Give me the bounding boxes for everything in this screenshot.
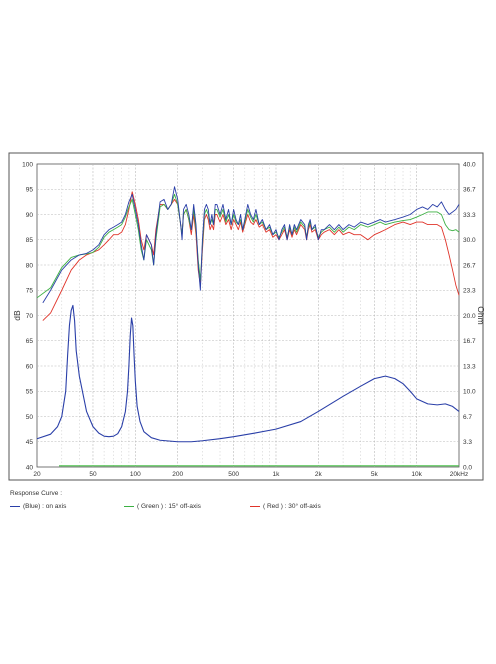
y-axis-left: 40 45 50 55 60 65 70 75 80 85 90 95 100	[22, 161, 33, 471]
legend-swatch-blue	[10, 505, 20, 508]
y-tick-label: 60	[26, 363, 34, 370]
series-lines	[36, 186, 460, 467]
y2-tick-label: 3.3	[463, 439, 472, 446]
y-tick-label: 50	[26, 414, 34, 421]
x-tick-label: 2k	[315, 471, 323, 478]
legend-swatch-red	[250, 505, 260, 508]
y2-tick-label: 33.3	[463, 212, 476, 219]
y-tick-label: 95	[26, 187, 34, 194]
x-tick-label: 20	[33, 471, 41, 478]
legend-label-blue: (Blue) : on axis	[23, 503, 67, 510]
y-tick-label: 90	[26, 212, 34, 219]
y-tick-label: 100	[22, 161, 33, 168]
legend-label-green: ( Green ) : 15° off-axis	[137, 503, 201, 510]
y2-tick-label: 6.7	[463, 414, 472, 421]
legend-title: Response Curve :	[10, 490, 63, 497]
y-tick-label: 55	[26, 389, 34, 396]
y-axis-label: dB	[12, 310, 22, 321]
y2-tick-label: 36.7	[463, 187, 476, 194]
y2-tick-label: 13.3	[463, 363, 476, 370]
x-axis: 20 50 100 200 500 1k 2k 5k 10k 20kHz	[33, 471, 468, 478]
x-tick-label: 10k	[411, 471, 422, 478]
chart-grid	[37, 164, 459, 467]
legend-swatch-green	[124, 505, 134, 508]
y2-tick-label: 40.0	[463, 161, 476, 168]
x-tick-label: 1k	[273, 471, 281, 478]
series-blue-line	[42, 186, 460, 304]
x-tick-label: 20kHz	[450, 471, 468, 478]
y-tick-label: 85	[26, 237, 34, 244]
x-tick-label: 200	[172, 471, 183, 478]
outer-frame	[8, 152, 484, 481]
y2-axis-label: Ohm	[476, 306, 486, 324]
chart-frame	[8, 152, 484, 481]
y-axis-right: 0.0 3.3 6.7 10.0 13.3 16.7 20.0 23.3 26.7 30.0 33.…	[463, 161, 476, 471]
y-tick-label: 45	[26, 439, 34, 446]
x-tick-label: 500	[228, 471, 239, 478]
legend-label-red: ( Red ) : 30° off-axis	[263, 503, 321, 510]
y-tick-label: 70	[26, 313, 34, 320]
y2-tick-label: 26.7	[463, 262, 476, 269]
legend-item-green: ( Green ) : 15° off-axis	[124, 503, 201, 510]
y-tick-label: 40	[26, 464, 34, 471]
x-tick-label: 50	[89, 471, 97, 478]
y2-tick-label: 20.0	[463, 313, 476, 320]
legend-item-blue: (Blue) : on axis	[10, 503, 66, 510]
y-tick-label: 80	[26, 262, 34, 269]
y2-tick-label: 0.0	[463, 464, 472, 471]
y2-tick-label: 16.7	[463, 338, 476, 345]
y-tick-label: 75	[26, 288, 34, 295]
impedance-line	[36, 304, 460, 443]
legend-item-red: ( Red ) : 30° off-axis	[250, 503, 321, 510]
y2-tick-label: 10.0	[463, 389, 476, 396]
series-red-line	[42, 191, 460, 321]
y2-tick-label: 30.0	[463, 237, 476, 244]
x-tick-label: 100	[130, 471, 141, 478]
y2-tick-label: 23.3	[463, 288, 476, 295]
legend: Response Curve : (Blue) : on axis ( Gree…	[10, 490, 480, 520]
y-tick-label: 65	[26, 338, 34, 345]
x-tick-label: 5k	[371, 471, 379, 478]
